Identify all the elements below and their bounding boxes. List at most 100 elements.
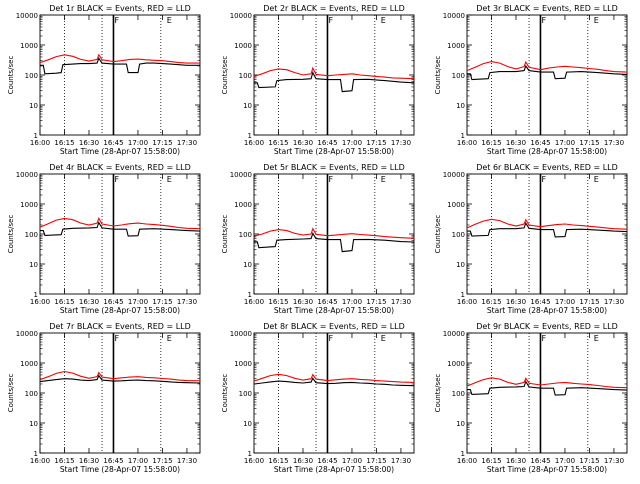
marker-label: E <box>594 175 599 184</box>
y-tick-label: 1000 <box>234 201 252 209</box>
y-tick-label: 1 <box>461 450 465 458</box>
y-tick-label: 1 <box>34 450 38 458</box>
y-tick-label: 10000 <box>230 330 252 338</box>
panel-title: Det 4r BLACK = Events, RED = LLD <box>49 163 191 172</box>
x-tick-label: 17:15 <box>579 298 599 306</box>
y-axis-label: Counts/sec <box>434 374 442 413</box>
y-tick-label: 10000 <box>443 12 465 20</box>
y-axis-label: Counts/sec <box>221 56 229 95</box>
y-tick-label: 100 <box>239 231 252 239</box>
series-lld-line <box>466 60 628 73</box>
x-tick-label: 17:30 <box>177 139 197 147</box>
x-tick-label: 17:00 <box>555 298 575 306</box>
y-tick-label: 10000 <box>230 12 252 20</box>
series-events-line <box>467 380 628 396</box>
y-tick-label: 10 <box>29 102 38 110</box>
panel-3: Det 3r BLACK = Events, RED = LLD 1 10 100 10… <box>434 4 628 156</box>
panel-7: Det 7r BLACK = Events, RED = LLD 1 10 100 10… <box>7 322 201 474</box>
y-tick-label: 1 <box>34 132 38 140</box>
panel-title: Det 9r BLACK = Events, RED = LLD <box>476 322 618 331</box>
y-tick-label: 100 <box>239 72 252 80</box>
x-tick-label: 17:00 <box>342 457 362 465</box>
x-tick-label: 17:15 <box>366 298 386 306</box>
x-axis-label: Start Time (28-Apr-07 15:58:00) <box>274 147 394 156</box>
x-tick-label: 16:00 <box>30 457 50 465</box>
x-tick-label: 16:45 <box>317 457 337 465</box>
x-tick-label: 16:30 <box>293 298 313 306</box>
y-tick-label: 100 <box>452 72 465 80</box>
x-tick-label: 16:15 <box>481 457 501 465</box>
marker-label: F <box>114 16 119 25</box>
y-tick-label: 10000 <box>16 171 38 179</box>
panel-5: Det 5r BLACK = Events, RED = LLD 1 10 100 10… <box>221 163 415 315</box>
x-tick-label: 16:30 <box>79 298 99 306</box>
y-tick-label: 10000 <box>443 330 465 338</box>
x-tick-label: 16:30 <box>506 139 526 147</box>
marker-label: E <box>167 334 172 343</box>
series-events-line <box>254 232 415 253</box>
marker-label: F <box>328 334 333 343</box>
y-tick-label: 1 <box>461 132 465 140</box>
y-tick-label: 1000 <box>20 360 38 368</box>
panel-title: Det 1r BLACK = Events, RED = LLD <box>49 4 191 13</box>
y-tick-label: 1000 <box>234 42 252 50</box>
x-tick-label: 17:15 <box>579 457 599 465</box>
x-tick-label: 17:00 <box>555 139 575 147</box>
x-tick-label: 17:30 <box>391 457 411 465</box>
x-tick-label: 17:15 <box>366 457 386 465</box>
x-tick-label: 16:45 <box>530 139 550 147</box>
x-axis-label: Start Time (28-Apr-07 15:58:00) <box>60 306 180 315</box>
y-tick-label: 100 <box>452 390 465 398</box>
marker-label: E <box>594 16 599 25</box>
x-tick-label: 16:30 <box>293 457 313 465</box>
x-tick-label: 16:45 <box>317 139 337 147</box>
y-tick-label: 100 <box>25 231 38 239</box>
x-tick-label: 16:15 <box>54 457 74 465</box>
series-lld-line <box>253 227 415 239</box>
marker-label: E <box>381 16 386 25</box>
panel-title: Det 6r BLACK = Events, RED = LLD <box>476 163 618 172</box>
plot-frame <box>39 332 201 454</box>
series-lld-line <box>253 66 415 80</box>
x-tick-label: 17:00 <box>555 457 575 465</box>
plot-frame <box>253 173 415 295</box>
y-tick-label: 1 <box>34 291 38 299</box>
x-tick-label: 17:15 <box>579 139 599 147</box>
x-tick-label: 17:00 <box>128 457 148 465</box>
x-tick-label: 16:00 <box>244 457 264 465</box>
x-tick-label: 17:15 <box>152 457 172 465</box>
series-events-line <box>467 64 628 81</box>
y-tick-label: 1 <box>461 291 465 299</box>
panel-9: Det 9r BLACK = Events, RED = LLD 1 10 100 10… <box>434 322 628 474</box>
x-tick-label: 17:00 <box>342 298 362 306</box>
x-tick-label: 16:00 <box>457 139 477 147</box>
series-events-line <box>254 71 415 93</box>
x-tick-label: 16:30 <box>79 457 99 465</box>
x-tick-label: 17:15 <box>366 139 386 147</box>
marker-label: E <box>167 175 172 184</box>
x-axis-label: Start Time (28-Apr-07 15:58:00) <box>487 465 607 474</box>
marker-label: E <box>381 175 386 184</box>
plot-frame <box>466 173 628 295</box>
marker-label: F <box>114 175 119 184</box>
x-tick-label: 17:15 <box>152 139 172 147</box>
y-axis-label: Counts/sec <box>221 215 229 254</box>
x-tick-label: 16:15 <box>481 139 501 147</box>
marker-label: F <box>328 175 333 184</box>
marker-label: E <box>381 334 386 343</box>
x-tick-label: 16:30 <box>79 139 99 147</box>
x-tick-label: 17:30 <box>391 139 411 147</box>
y-tick-label: 10 <box>456 420 465 428</box>
x-tick-label: 17:00 <box>128 139 148 147</box>
series-lld-line <box>39 53 200 64</box>
x-tick-label: 16:15 <box>268 139 288 147</box>
x-tick-label: 17:30 <box>604 139 624 147</box>
x-tick-label: 16:45 <box>103 457 123 465</box>
y-tick-label: 1 <box>248 132 252 140</box>
y-tick-label: 10 <box>456 102 465 110</box>
x-axis-label: Start Time (28-Apr-07 15:58:00) <box>487 306 607 315</box>
panel-title: Det 3r BLACK = Events, RED = LLD <box>476 4 618 13</box>
x-axis-label: Start Time (28-Apr-07 15:58:00) <box>274 306 394 315</box>
panel-8: Det 8r BLACK = Events, RED = LLD 1 10 100 10… <box>221 322 415 474</box>
y-tick-label: 1 <box>248 291 252 299</box>
